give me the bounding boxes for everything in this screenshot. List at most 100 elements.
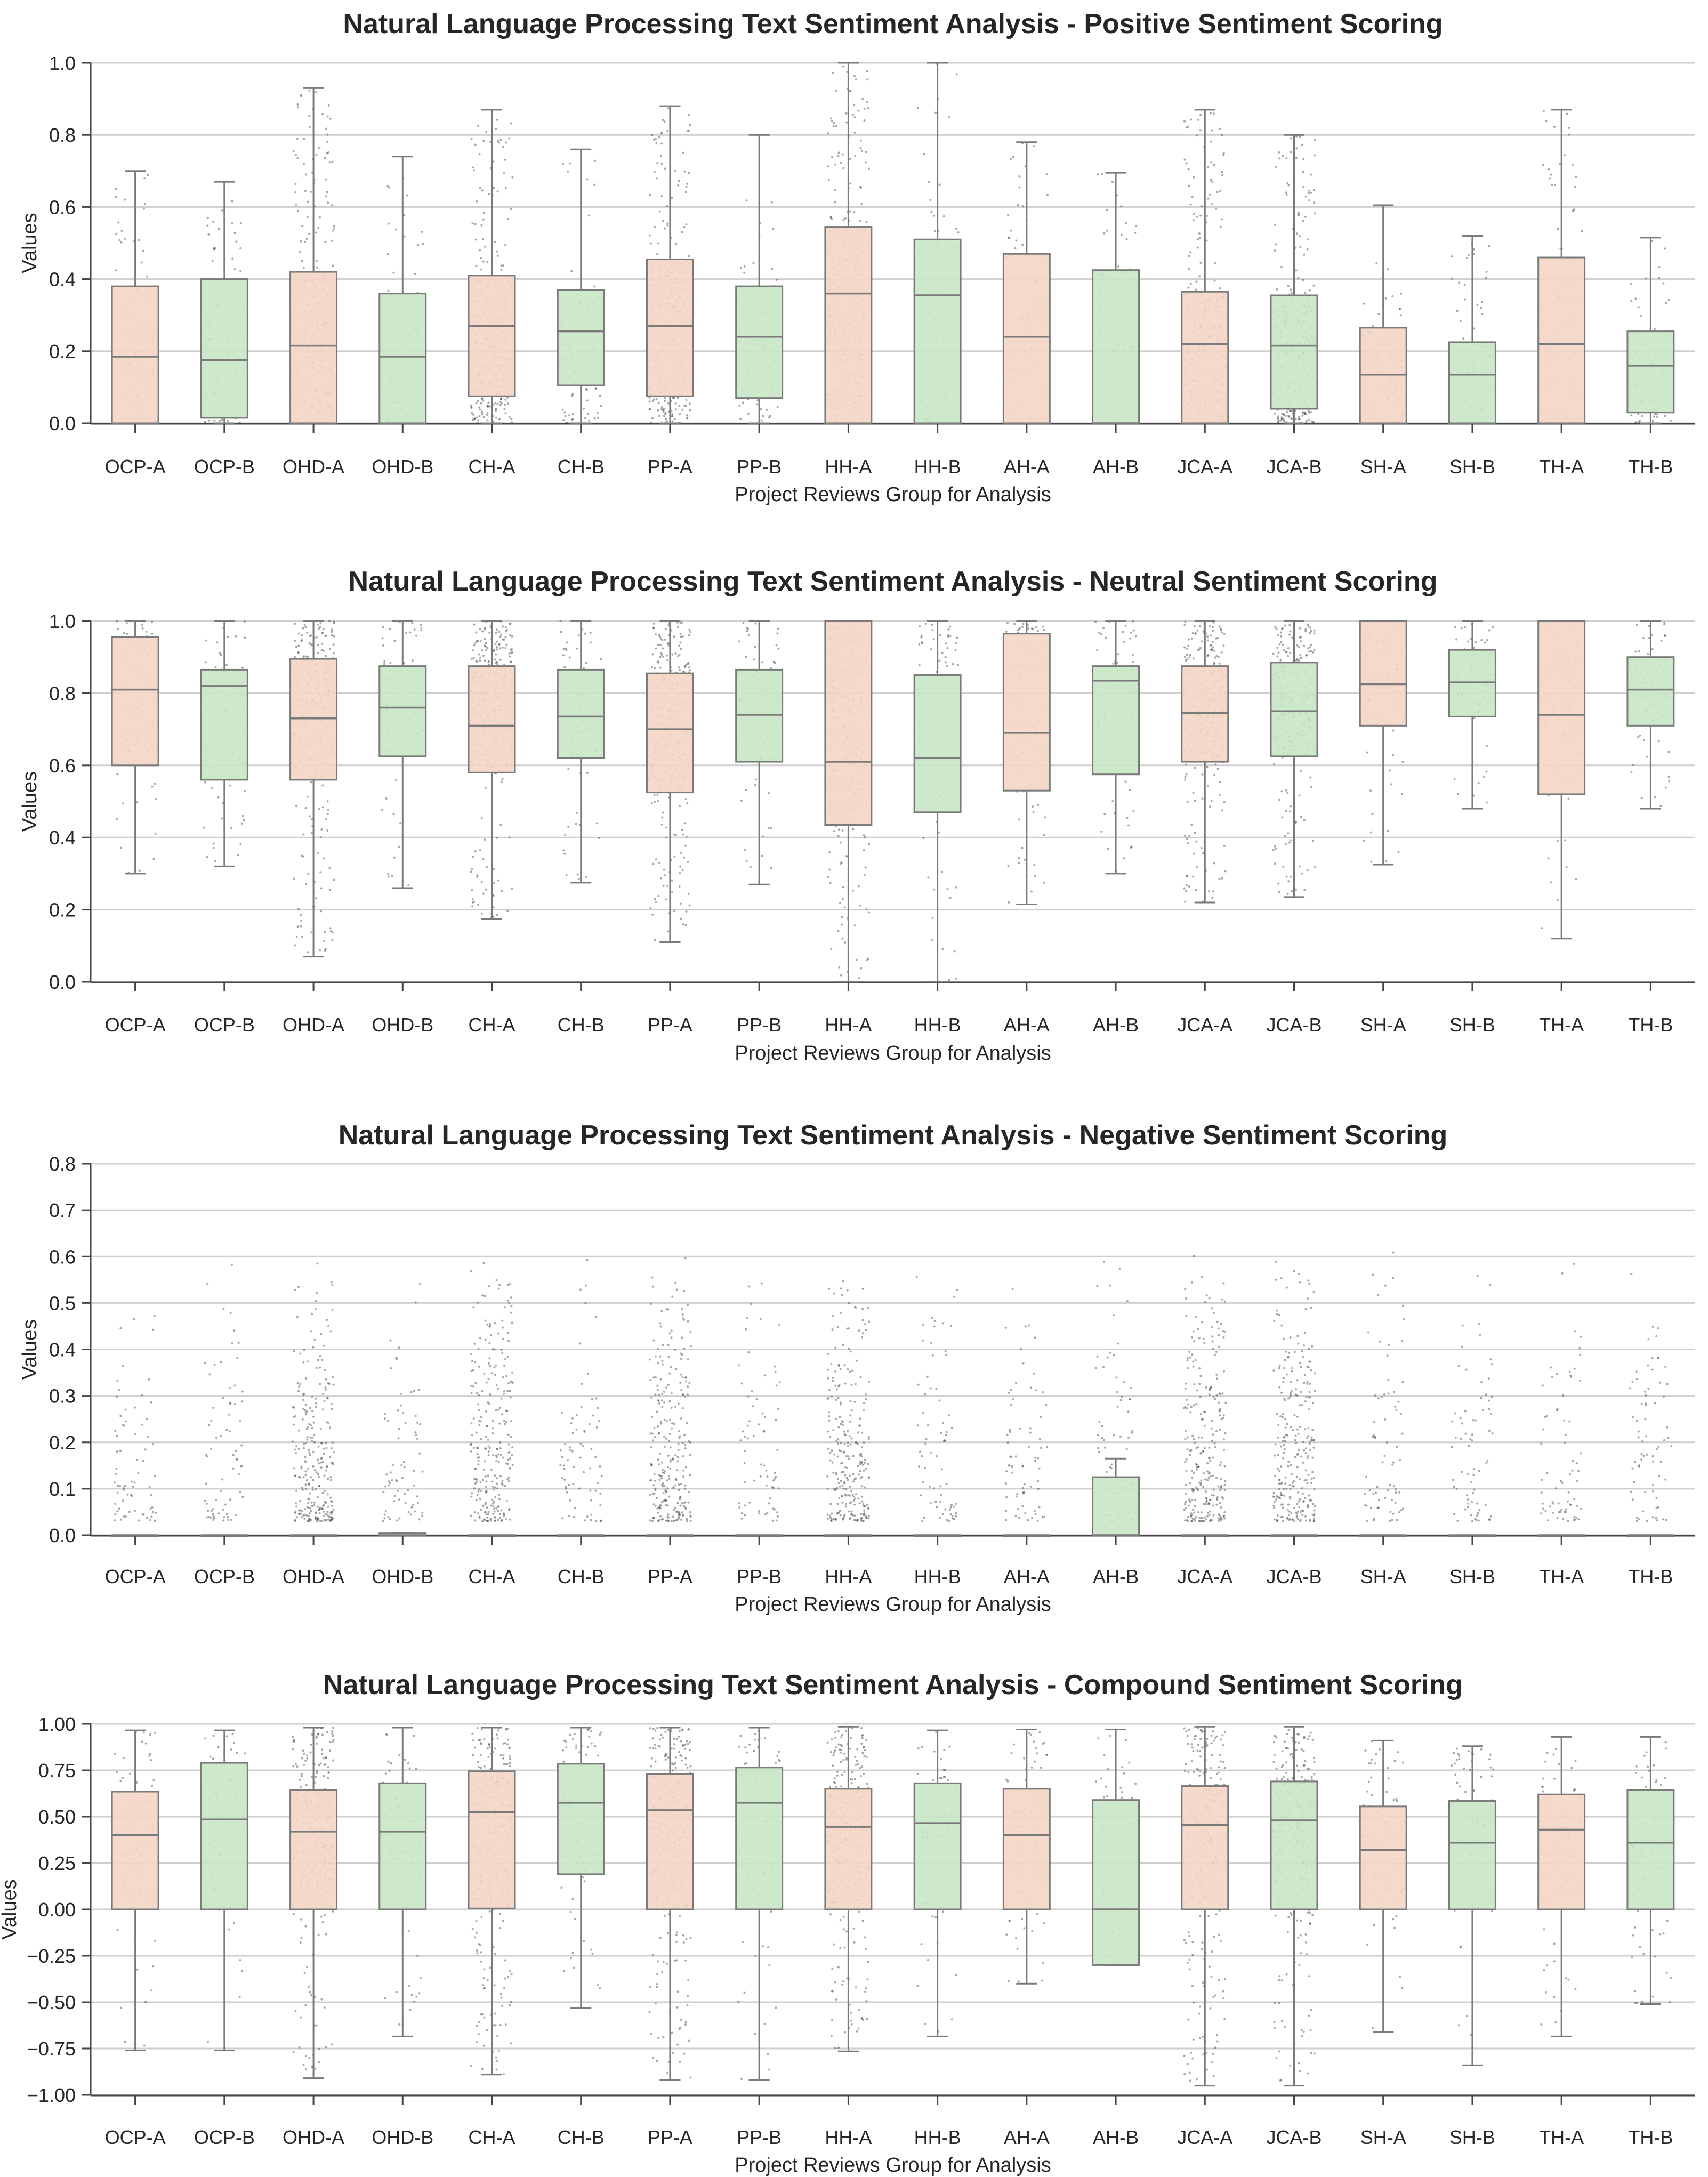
data-point [687, 129, 690, 132]
data-point [500, 397, 503, 400]
data-point [473, 417, 476, 420]
data-point [1302, 158, 1305, 160]
data-point [1218, 878, 1221, 881]
data-point [680, 917, 682, 920]
data-point [679, 632, 682, 635]
data-point [1289, 410, 1292, 413]
data-point [116, 627, 119, 630]
data-point [204, 422, 206, 424]
data-point [301, 936, 304, 938]
data-point [203, 826, 206, 829]
data-point [1639, 734, 1641, 737]
data-point [863, 849, 865, 851]
data-point [1651, 648, 1654, 650]
data-point [1283, 649, 1285, 651]
data-point [658, 415, 661, 417]
data-point [1117, 653, 1119, 656]
data-point [1571, 164, 1574, 166]
data-point [243, 789, 246, 792]
data-point [1213, 663, 1215, 665]
data-point [1131, 661, 1134, 664]
data-point [1130, 631, 1132, 634]
data-point [1312, 284, 1315, 287]
data-point [472, 418, 474, 421]
data-point [834, 163, 837, 166]
data-point [511, 635, 513, 638]
data-point [659, 635, 662, 638]
data-point [1557, 228, 1559, 230]
data-point [1221, 877, 1223, 880]
data-point [835, 125, 837, 127]
data-point [1224, 870, 1227, 873]
data-point [948, 979, 950, 981]
data-point [660, 142, 663, 145]
data-point [308, 115, 311, 117]
data-point [492, 403, 495, 406]
data-point [740, 267, 743, 269]
data-point [1480, 307, 1483, 309]
data-point [231, 222, 233, 225]
data-point [496, 118, 498, 121]
data-point [1277, 634, 1280, 636]
data-point [388, 627, 391, 630]
data-point [1391, 295, 1394, 297]
data-point [486, 261, 489, 263]
data-point [1556, 840, 1559, 842]
data-point [1308, 199, 1311, 202]
y-tick-label: 1.0 [49, 52, 76, 74]
data-point [472, 856, 474, 858]
data-point [660, 408, 663, 410]
data-point [484, 628, 486, 631]
data-point [828, 851, 831, 854]
data-point [684, 191, 687, 193]
data-point [1013, 623, 1016, 625]
data-point [665, 420, 668, 423]
data-point [684, 405, 687, 407]
data-point [1185, 884, 1188, 886]
data-point [1301, 414, 1304, 417]
data-point [1645, 277, 1647, 280]
data-point [576, 873, 579, 876]
data-point [768, 416, 770, 419]
data-point [1574, 186, 1576, 188]
data-point [1188, 835, 1191, 837]
data-point [1313, 648, 1316, 651]
data-point [486, 647, 489, 649]
data-point [659, 656, 662, 658]
data-point [1280, 635, 1283, 638]
data-point [674, 408, 677, 411]
data-point [1545, 120, 1548, 123]
data-point [115, 196, 117, 198]
x-tick-label: CH-B [558, 456, 605, 478]
data-point [1206, 639, 1209, 642]
data-point [511, 887, 513, 890]
data-point [241, 815, 244, 817]
data-point [1278, 151, 1280, 154]
data-point [1218, 793, 1221, 796]
data-point [1647, 653, 1649, 656]
data-point [1277, 651, 1280, 654]
data-point [403, 214, 406, 216]
data-point [949, 897, 952, 899]
data-point [481, 649, 484, 652]
data-point [754, 778, 757, 781]
data-point [1302, 186, 1305, 188]
data-point [1304, 195, 1307, 198]
box-OCP-A [111, 170, 159, 424]
data-point [564, 834, 567, 836]
data-point [859, 904, 862, 907]
data-point [154, 783, 156, 785]
data-point [297, 652, 300, 655]
data-point [681, 151, 684, 154]
data-point [326, 812, 329, 815]
data-point [138, 869, 141, 872]
data-point [477, 422, 479, 424]
data-point [1566, 112, 1568, 115]
data-point [326, 800, 329, 803]
data-point [829, 882, 832, 884]
data-point [486, 419, 489, 422]
data-point [310, 190, 312, 193]
data-point [656, 162, 659, 164]
data-point [495, 127, 497, 130]
data-point [662, 647, 664, 650]
